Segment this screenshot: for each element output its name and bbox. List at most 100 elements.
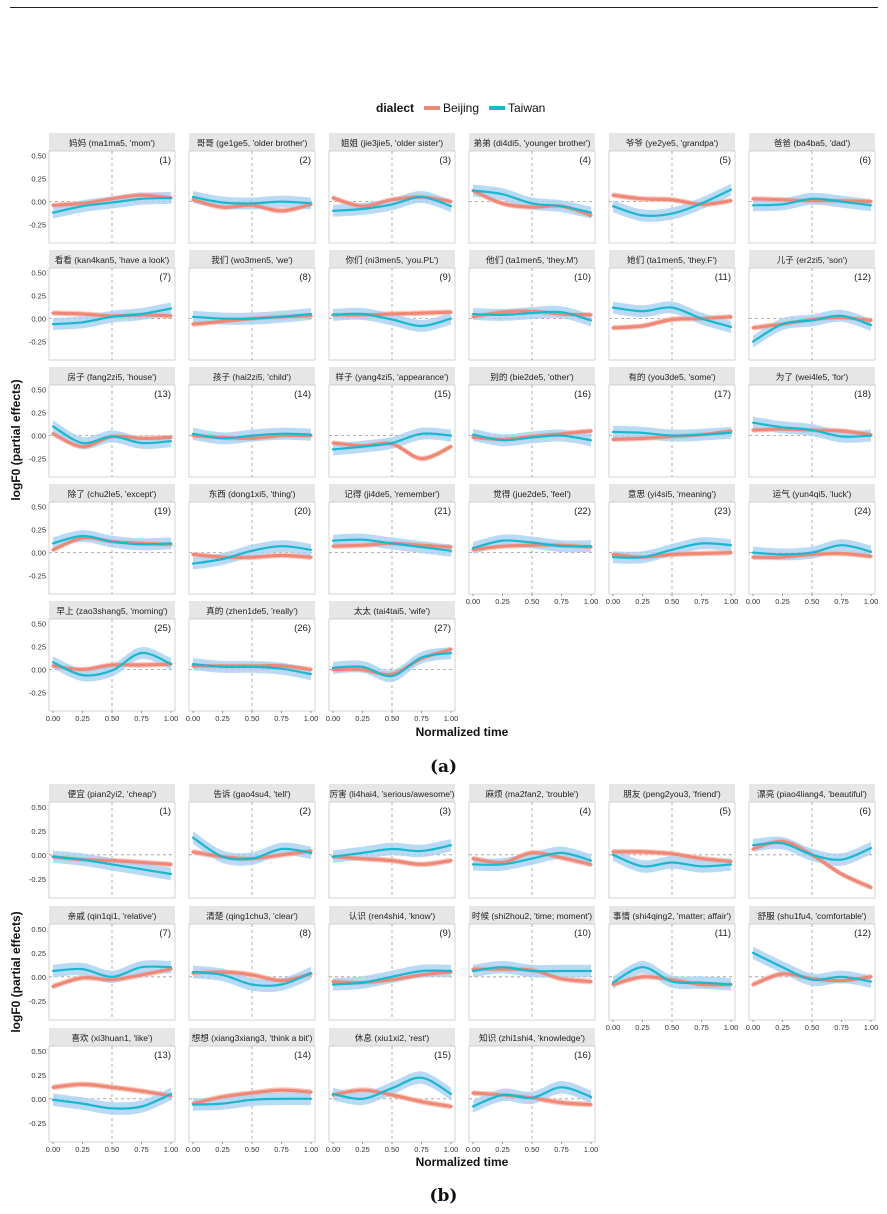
panel-strip (189, 784, 315, 802)
figure-b-ylabel: logF0 (partial effects) (9, 911, 23, 1032)
y-tick-label: 0.00 (31, 1095, 46, 1104)
x-tick-label: 1.00 (304, 714, 319, 723)
panel-strip (609, 250, 735, 268)
x-tick-label: 1.00 (724, 1023, 739, 1032)
series-line-taiwan (611, 853, 733, 868)
panel-number: (5) (719, 806, 731, 817)
x-tick-label: 1.00 (444, 714, 459, 723)
panel-title: 你们 (ni3men5, 'you.PL') (345, 254, 438, 265)
y-tick-label: 0.50 (31, 269, 46, 278)
x-tick-label: 0.50 (105, 714, 120, 723)
series-line-taiwan (471, 539, 593, 550)
panel-strip (49, 906, 175, 924)
x-tick-label: 0.25 (215, 1145, 230, 1154)
y-tick-label: 0.25 (31, 827, 46, 836)
panel-strip (609, 367, 735, 385)
figure-a-panels: 妈妈 (ma1ma5, 'mom') (1) 0.50 0.25 0.00 -0.25 哥哥… (29, 133, 878, 723)
y-tick-label: -0.25 (29, 997, 46, 1006)
x-tick-label: 0.75 (414, 714, 429, 723)
x-tick-label: 1.00 (864, 597, 879, 606)
panel: 厉害 (li4hai4, 'serious/awesome') (3) (328, 784, 456, 899)
panel-title: 朋友 (peng2you3, 'friend') (623, 788, 721, 799)
figure-b-panels: 便宜 (pian2yi2, 'cheap')(1) 0.50 0.25 0.00 -0.… (29, 784, 878, 1154)
figure-a-caption: (a) (429, 757, 458, 777)
x-tick-label: 1.00 (584, 597, 599, 606)
panel-number: (16) (574, 389, 591, 400)
series-line-taiwan (611, 542, 733, 559)
panel-strip (469, 250, 595, 268)
panel-strip (609, 906, 735, 924)
series-line-taiwan (751, 314, 873, 343)
panel: 妈妈 (ma1ma5, 'mom') (1) 0.50 0.25 0.00 -0.25 (29, 133, 176, 244)
panel-strip (189, 1028, 315, 1046)
panel-number: (6) (859, 155, 871, 166)
x-tick-label: 0.25 (75, 714, 90, 723)
panel-title: 姐姐 (jie3jie5, 'older sister') (341, 137, 443, 148)
x-tick-label: 0.50 (245, 714, 260, 723)
y-tick-label: 0.00 (31, 549, 46, 558)
series-line-taiwan (751, 544, 873, 556)
legend-item-taiwan: Taiwan (489, 101, 545, 115)
series-line-taiwan (331, 312, 453, 328)
x-tick-label: 0.50 (805, 597, 820, 606)
y-tick-label: 0.25 (31, 1071, 46, 1080)
figure-a-ylabel: logF0 (partial effects) (9, 379, 23, 500)
x-tick-label: 0.00 (186, 1145, 201, 1154)
y-tick-label: -0.25 (29, 455, 46, 464)
panel-number: (23) (714, 506, 731, 517)
panel: 她们 (ta1men5, 'they.F') (11) (608, 250, 736, 361)
panel-title: 孩子 (hai2zi5, 'child') (213, 371, 291, 382)
series-line-taiwan (191, 970, 313, 987)
series-line-taiwan (611, 188, 733, 218)
panel-title: 真的 (zhen1de5, 'really') (206, 605, 298, 616)
panel-title: 告诉 (gao4su4, 'tell') (213, 788, 290, 799)
panel-number: (5) (719, 155, 731, 166)
panel-title: 他们 (ta1men5, 'they.M') (486, 254, 578, 265)
panel-title: 舒服 (shu1fu4, 'comfortable') (758, 910, 867, 921)
series-line-taiwan (51, 651, 173, 677)
panel-title: 觉得 (jue2de5, 'feel') (493, 488, 571, 499)
x-tick-label: 0.25 (635, 1023, 650, 1032)
x-tick-label: 0.75 (694, 1023, 709, 1032)
legend-label-taiwan: Taiwan (508, 101, 545, 115)
ci-band-taiwan (333, 647, 451, 683)
panel-strip (749, 367, 875, 385)
x-tick-label: 0.75 (834, 1023, 849, 1032)
panel: 觉得 (jue2de5, 'feel')(22) 0.00 0.25 0.50 0.75… (466, 484, 599, 606)
legend-item-beijing: Beijing (424, 101, 479, 115)
panel-number: (11) (715, 928, 731, 939)
x-tick-label: 0.00 (46, 1145, 61, 1154)
series-line-taiwan (471, 433, 593, 442)
panel-number: (24) (854, 506, 871, 517)
series-line-taiwan (751, 197, 873, 207)
panel-title: 爷爷 (ye2ye5, 'grandpa') (626, 137, 719, 148)
panel-title: 妈妈 (ma1ma5, 'mom') (69, 137, 155, 148)
panel: 爷爷 (ye2ye5, 'grandpa')(5) (608, 133, 736, 244)
series-line-beijing (331, 1088, 453, 1109)
panel-strip (189, 906, 315, 924)
panel: 时候 (shi2hou2, 'time; moment') (10) (468, 906, 596, 1021)
y-tick-label: 0.50 (31, 1047, 46, 1056)
panel-title: 房子 (fang2zi5, 'house') (67, 371, 156, 382)
y-tick-label: 0.50 (31, 386, 46, 395)
panel-number: (9) (439, 928, 451, 939)
panel: 别的 (bie2de5, 'other')(16) (468, 367, 596, 478)
ci-band-taiwan (193, 191, 311, 210)
panel: 看看 (kan4kan5, 'have a look') (7) 0.50 0.25 0… (29, 250, 176, 361)
panel-number: (2) (299, 155, 311, 166)
x-tick-label: 0.00 (326, 1145, 341, 1154)
panel-title: 清楚 (qing1chu3, 'clear') (206, 910, 298, 921)
ci-band-taiwan (53, 1087, 171, 1115)
series-line-beijing (611, 975, 733, 987)
series-line-taiwan (51, 855, 173, 876)
panel-number: (2) (299, 806, 311, 817)
panel-number: (9) (439, 272, 451, 283)
panel-title: 哥哥 (ge1ge5, 'older brother') (197, 138, 308, 148)
series-line-taiwan (331, 969, 453, 986)
panel: 知识 (zhi1shi4, 'knowledge') (16) 0.00 0.25 0.… (466, 1028, 598, 1154)
panel-title: 弟弟 (di4di5, 'younger brother') (474, 137, 591, 148)
x-tick-label: 0.00 (186, 714, 201, 723)
figure-b-caption: (b) (429, 1186, 458, 1206)
x-tick-label: 0.25 (775, 597, 790, 606)
y-tick-label: -0.25 (29, 572, 46, 581)
